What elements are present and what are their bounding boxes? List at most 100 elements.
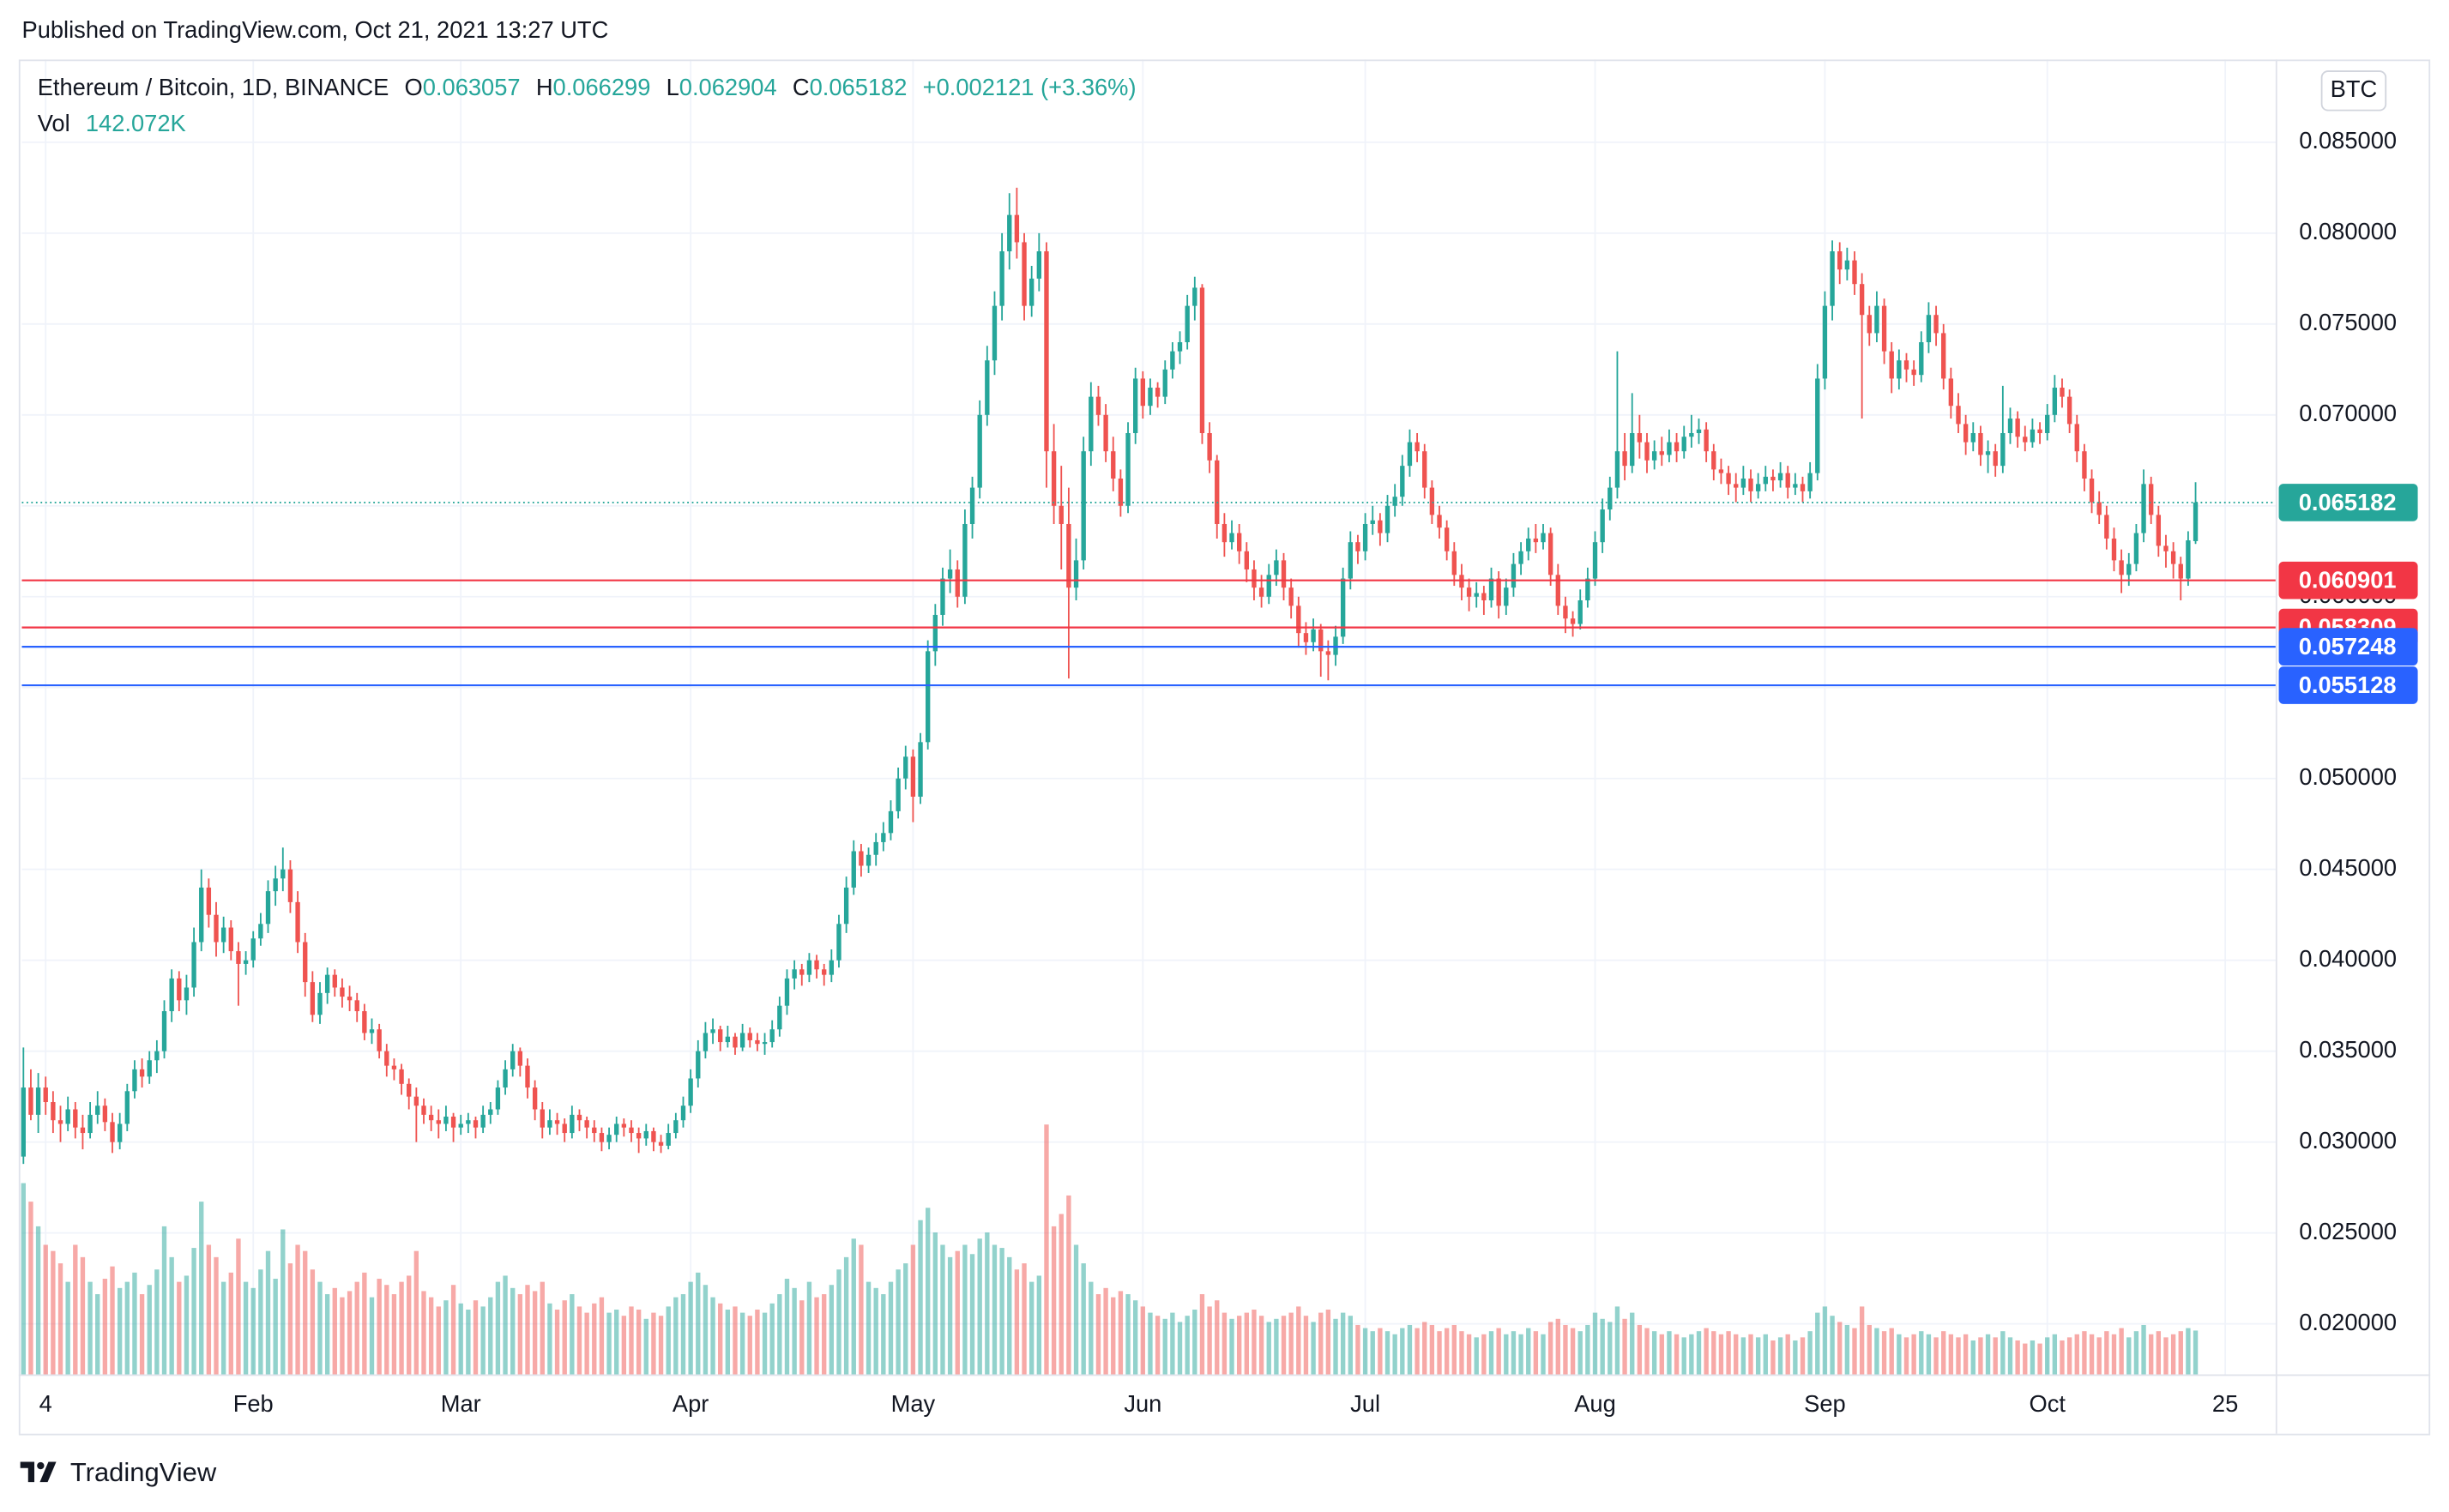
candle-body xyxy=(1622,451,1627,467)
candle-body xyxy=(1355,542,1360,551)
candle-body xyxy=(1348,542,1353,579)
volume-bar xyxy=(1563,1324,1568,1375)
volume-bar xyxy=(629,1306,634,1375)
volume-bar xyxy=(2163,1337,2169,1375)
candle-body xyxy=(1014,214,1020,243)
symbol-title: Ethereum / Bitcoin, 1D, BINANCE xyxy=(38,74,389,100)
volume-bar xyxy=(866,1281,872,1375)
volume-bar xyxy=(1429,1324,1435,1375)
volume-bar xyxy=(814,1297,819,1375)
candle-body xyxy=(35,1087,41,1115)
volume-bar xyxy=(651,1312,656,1375)
candle-body xyxy=(428,1114,434,1121)
volume-bar xyxy=(1919,1331,1924,1375)
volume-bar xyxy=(1059,1214,1064,1375)
ohlc-key: O xyxy=(405,74,423,100)
candle-body xyxy=(73,1109,78,1128)
candle-body xyxy=(1400,466,1405,497)
candle-body xyxy=(769,1029,775,1043)
candle-body xyxy=(332,974,337,988)
volume-bar xyxy=(236,1238,241,1375)
candle-body xyxy=(1941,333,1946,379)
candle-body xyxy=(1844,260,1850,270)
volume-value: 142.072K xyxy=(86,110,186,136)
volume-bar xyxy=(191,1248,196,1375)
volume-bar xyxy=(2170,1334,2176,1375)
volume-bar xyxy=(1785,1334,1790,1375)
y-tick-label: 0.080000 xyxy=(2299,218,2397,244)
volume-bar xyxy=(258,1269,263,1375)
volume-bar xyxy=(1029,1281,1034,1375)
volume-bar xyxy=(458,1303,463,1375)
y-tick-label: 0.085000 xyxy=(2299,127,2397,154)
candle-body xyxy=(1007,214,1012,252)
currency-label[interactable]: BTC xyxy=(2331,75,2378,102)
grid xyxy=(21,59,2276,1375)
candle-body xyxy=(576,1114,582,1121)
currency-button[interactable] xyxy=(2320,70,2387,111)
candle-body xyxy=(80,1127,86,1134)
candle-body xyxy=(636,1133,642,1139)
volume-bar xyxy=(621,1316,627,1375)
volume-bar xyxy=(2030,1340,2036,1375)
candle-body xyxy=(1437,515,1442,528)
volume-bar xyxy=(1889,1328,1894,1375)
candle-body xyxy=(1734,484,1739,488)
candle-body xyxy=(1095,396,1101,415)
volume-bar xyxy=(940,1244,945,1375)
volume-bar xyxy=(1207,1306,1212,1375)
volume-bar xyxy=(1215,1300,1220,1375)
volume-bar xyxy=(1815,1312,1820,1375)
candle-body xyxy=(1889,351,1894,379)
volume-bar xyxy=(73,1244,78,1375)
level-label: 0.055128 xyxy=(2299,672,2397,698)
volume-bar xyxy=(1199,1294,1205,1375)
candle-body xyxy=(258,924,263,939)
volume-bar xyxy=(1622,1318,1627,1375)
candle-body xyxy=(413,1096,419,1106)
x-tick-label: Sep xyxy=(1804,1390,1846,1417)
candle-body xyxy=(1518,551,1523,564)
candle-body xyxy=(784,978,790,1006)
candle-body xyxy=(1311,629,1316,642)
volume-bar xyxy=(836,1269,841,1375)
volume-bar xyxy=(1236,1316,1242,1375)
volume-bar xyxy=(1066,1195,1071,1375)
volume-bar xyxy=(2037,1343,2042,1375)
candles xyxy=(21,187,2199,1165)
volume-bar xyxy=(488,1297,493,1375)
volume-bar xyxy=(547,1303,552,1375)
y-tick-label: 0.075000 xyxy=(2299,309,2397,335)
volume-bar xyxy=(1740,1337,1746,1375)
candle-body xyxy=(1956,406,1961,425)
candle-body xyxy=(2023,437,2028,443)
volume-bar xyxy=(843,1256,849,1375)
volume-bar xyxy=(1711,1331,1716,1375)
candle-body xyxy=(214,914,219,943)
candle-body xyxy=(1177,342,1183,352)
volume-bar xyxy=(1177,1322,1183,1375)
candle-body xyxy=(2060,388,2065,397)
volume-bar xyxy=(1370,1331,1375,1375)
candle-body xyxy=(1726,473,1731,485)
candle-body xyxy=(1488,578,1494,601)
candle-body xyxy=(102,1105,108,1123)
volume-bar xyxy=(1192,1310,1197,1375)
volume-bar xyxy=(1036,1275,1042,1375)
candle-body xyxy=(851,851,856,888)
candle-body xyxy=(1415,442,1420,452)
volume-bar xyxy=(1437,1331,1442,1375)
volume-bar xyxy=(1734,1334,1739,1375)
candle-body xyxy=(1051,451,1057,506)
candle-body xyxy=(161,1011,167,1051)
candle-body xyxy=(184,987,190,1001)
volume-bar xyxy=(43,1244,48,1375)
volume-bar xyxy=(1667,1331,1672,1375)
volume-bar xyxy=(606,1312,612,1375)
candle-body xyxy=(1630,433,1635,467)
candle-body xyxy=(450,1116,456,1128)
candle-body xyxy=(562,1123,567,1134)
volume-bar xyxy=(769,1303,775,1375)
candle-body xyxy=(399,1069,404,1084)
